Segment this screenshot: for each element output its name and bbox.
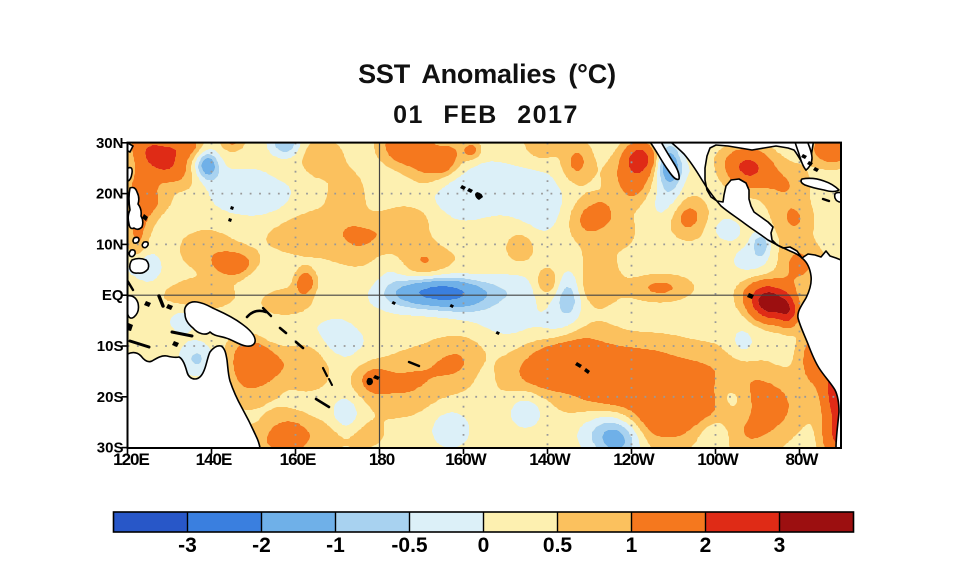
svg-text:160W: 160W — [445, 450, 487, 469]
svg-text:20S: 20S — [97, 389, 124, 406]
svg-text:80W: 80W — [786, 450, 820, 469]
svg-text:EQ: EQ — [102, 287, 124, 304]
svg-text:-3: -3 — [178, 534, 197, 557]
svg-text:-1: -1 — [326, 534, 345, 557]
svg-text:SST Anomalies (°C): SST Anomalies (°C) — [358, 59, 616, 89]
svg-text:01 FEB 2017: 01 FEB 2017 — [393, 101, 579, 129]
svg-text:180: 180 — [369, 450, 395, 469]
svg-text:20N: 20N — [96, 186, 124, 203]
svg-text:140E: 140E — [196, 450, 232, 469]
svg-text:-2: -2 — [252, 534, 271, 557]
svg-text:10S: 10S — [97, 338, 124, 355]
svg-text:120E: 120E — [113, 450, 149, 469]
svg-text:0.5: 0.5 — [543, 534, 573, 557]
svg-text:120W: 120W — [613, 450, 655, 469]
svg-text:10N: 10N — [96, 236, 124, 253]
svg-text:1: 1 — [626, 534, 638, 557]
svg-text:140W: 140W — [529, 450, 571, 469]
svg-text:30S: 30S — [97, 440, 124, 457]
svg-text:100W: 100W — [697, 450, 739, 469]
svg-text:3: 3 — [774, 534, 786, 557]
svg-text:0: 0 — [478, 534, 490, 557]
svg-text:30N: 30N — [96, 135, 124, 152]
svg-text:-0.5: -0.5 — [391, 534, 428, 557]
svg-text:160E: 160E — [280, 450, 316, 469]
svg-text:2: 2 — [700, 534, 712, 557]
